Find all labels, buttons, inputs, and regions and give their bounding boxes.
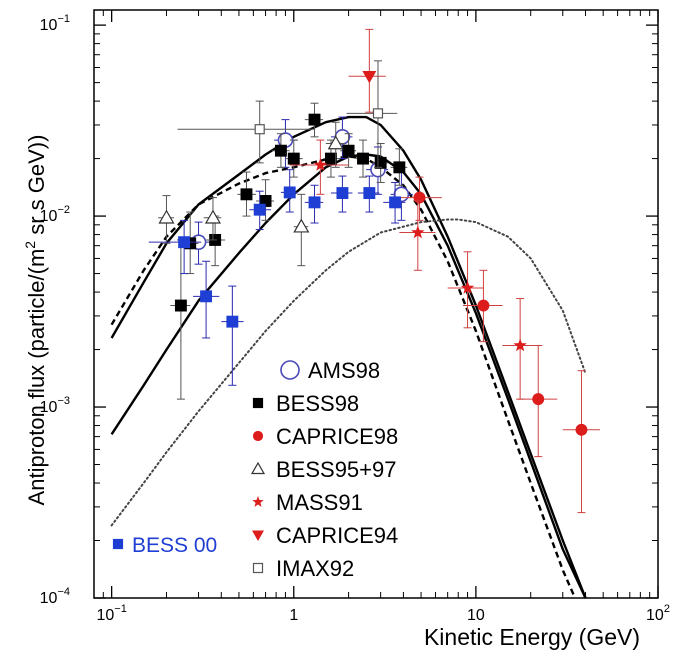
y-tick-base: 10 xyxy=(40,590,58,607)
legend-marker-bess98 xyxy=(252,397,264,409)
bess95-97-point xyxy=(158,209,175,224)
x-tick-label: 102 xyxy=(646,603,670,624)
y-tick-label: 10−2 xyxy=(40,204,70,225)
x-tick-base: 1 xyxy=(289,607,298,624)
caprice98-point xyxy=(477,299,490,312)
caprice94-point xyxy=(362,70,377,84)
y-tick-base: 10 xyxy=(40,17,58,34)
y-tick-base: 10 xyxy=(40,399,58,416)
legend-marker-caprice94 xyxy=(252,530,264,541)
legend-marker-bess-00 xyxy=(112,538,124,550)
y-axis-label-part2: sr s GeV)) xyxy=(24,135,49,241)
bess95-97-point xyxy=(327,135,344,150)
x-axis-label: Kinetic Energy (GeV) xyxy=(424,624,640,650)
bess98-point xyxy=(357,152,369,165)
bess95-97-point xyxy=(293,218,310,233)
bess-00-point xyxy=(178,236,191,249)
y-axis-label: Antiproton flux (particle/(m2 sr s GeV)) xyxy=(22,135,49,506)
mass91-point xyxy=(513,338,527,352)
bess-00-point xyxy=(389,196,402,209)
y-tick-exponent: −1 xyxy=(57,13,70,25)
bess98-point xyxy=(240,188,253,201)
bess-00-point xyxy=(363,187,376,200)
x-tick-label: 10 xyxy=(467,607,485,624)
caprice98-point xyxy=(532,393,545,406)
legend-marker-ams98 xyxy=(280,360,300,380)
bess-00-point xyxy=(283,186,296,199)
bess98-point xyxy=(308,113,321,126)
bess98-point xyxy=(274,144,287,157)
bess98-point xyxy=(324,152,337,165)
legend-marker-bess95-97 xyxy=(250,461,266,475)
bess-00-point xyxy=(253,203,266,216)
y-axis-label-part1: Antiproton flux (particle/(m xyxy=(24,249,49,506)
x-tick-label: 1 xyxy=(289,607,298,624)
y-tick-label: 10−4 xyxy=(40,586,70,607)
legend-marker-mass91 xyxy=(252,496,264,507)
bess-00-point xyxy=(200,290,213,303)
legend-label: IMAX92 xyxy=(276,556,354,581)
imax92-point xyxy=(372,108,384,119)
bess95-97-point xyxy=(204,209,221,224)
x-tick-base: 10 xyxy=(96,607,114,624)
y-tick-label: 10−3 xyxy=(40,395,70,416)
legend-marker-imax92 xyxy=(252,562,264,574)
legend-label: BESS95+97 xyxy=(276,457,396,482)
bess98-point xyxy=(259,195,272,207)
y-axis-label-superscript: 2 xyxy=(22,241,38,249)
mass91-point xyxy=(460,281,475,294)
mass91-point xyxy=(313,158,328,171)
bess-00-point xyxy=(226,315,239,328)
y-tick-base: 10 xyxy=(40,208,58,225)
bess98-point xyxy=(342,144,355,157)
y-tick-label: 10−1 xyxy=(40,13,70,34)
legend: AMS98 BESS98 CAPRICE98 BESS95+97 MASS91 CAPRI… xyxy=(112,358,398,581)
legend-label: CAPRICE98 xyxy=(276,424,398,449)
plot-frame xyxy=(93,9,659,599)
model-curve-solid-0 xyxy=(110,115,587,599)
y-tick-exponent: −2 xyxy=(57,204,70,216)
x-tick-base: 10 xyxy=(646,607,664,624)
bess98-point xyxy=(393,161,406,174)
caprice98-point xyxy=(413,191,426,204)
legend-label: BESS98 xyxy=(276,391,359,416)
x-tick-label: 10−1 xyxy=(96,603,126,624)
data-points xyxy=(148,28,600,514)
x-tick-exponent: −1 xyxy=(114,603,127,615)
mass91-point xyxy=(411,225,425,239)
y-tick-exponent: −3 xyxy=(57,395,70,407)
legend-label-bess-00: BESS 00 xyxy=(132,534,217,557)
caprice98-point xyxy=(575,423,588,436)
y-tick-exponent: −4 xyxy=(57,586,70,598)
imax92-point xyxy=(254,124,265,135)
bess98-point xyxy=(184,237,197,250)
bess98-point xyxy=(287,152,300,165)
legend-label: AMS98 xyxy=(308,358,380,383)
bess98-point xyxy=(374,156,387,169)
legend-label: CAPRICE94 xyxy=(276,523,398,548)
bess-00-point xyxy=(336,187,349,200)
model-curve-dotted-3 xyxy=(110,218,587,527)
x-tick-base: 10 xyxy=(467,607,485,624)
bess-00-point xyxy=(308,196,321,209)
x-tick-exponent: 2 xyxy=(664,603,670,615)
legend-label: MASS91 xyxy=(276,490,363,515)
bess98-point xyxy=(174,299,187,312)
legend-marker-caprice98 xyxy=(252,430,264,442)
